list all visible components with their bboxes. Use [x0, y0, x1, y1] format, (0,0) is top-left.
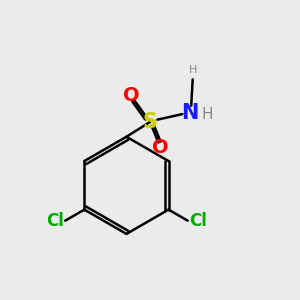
Text: N: N [181, 103, 198, 123]
Text: H: H [202, 107, 213, 122]
Text: S: S [142, 112, 158, 132]
Text: O: O [122, 86, 139, 105]
Text: Cl: Cl [46, 212, 64, 230]
Text: H: H [188, 65, 197, 75]
Text: Cl: Cl [189, 212, 207, 230]
Text: O: O [152, 138, 169, 157]
